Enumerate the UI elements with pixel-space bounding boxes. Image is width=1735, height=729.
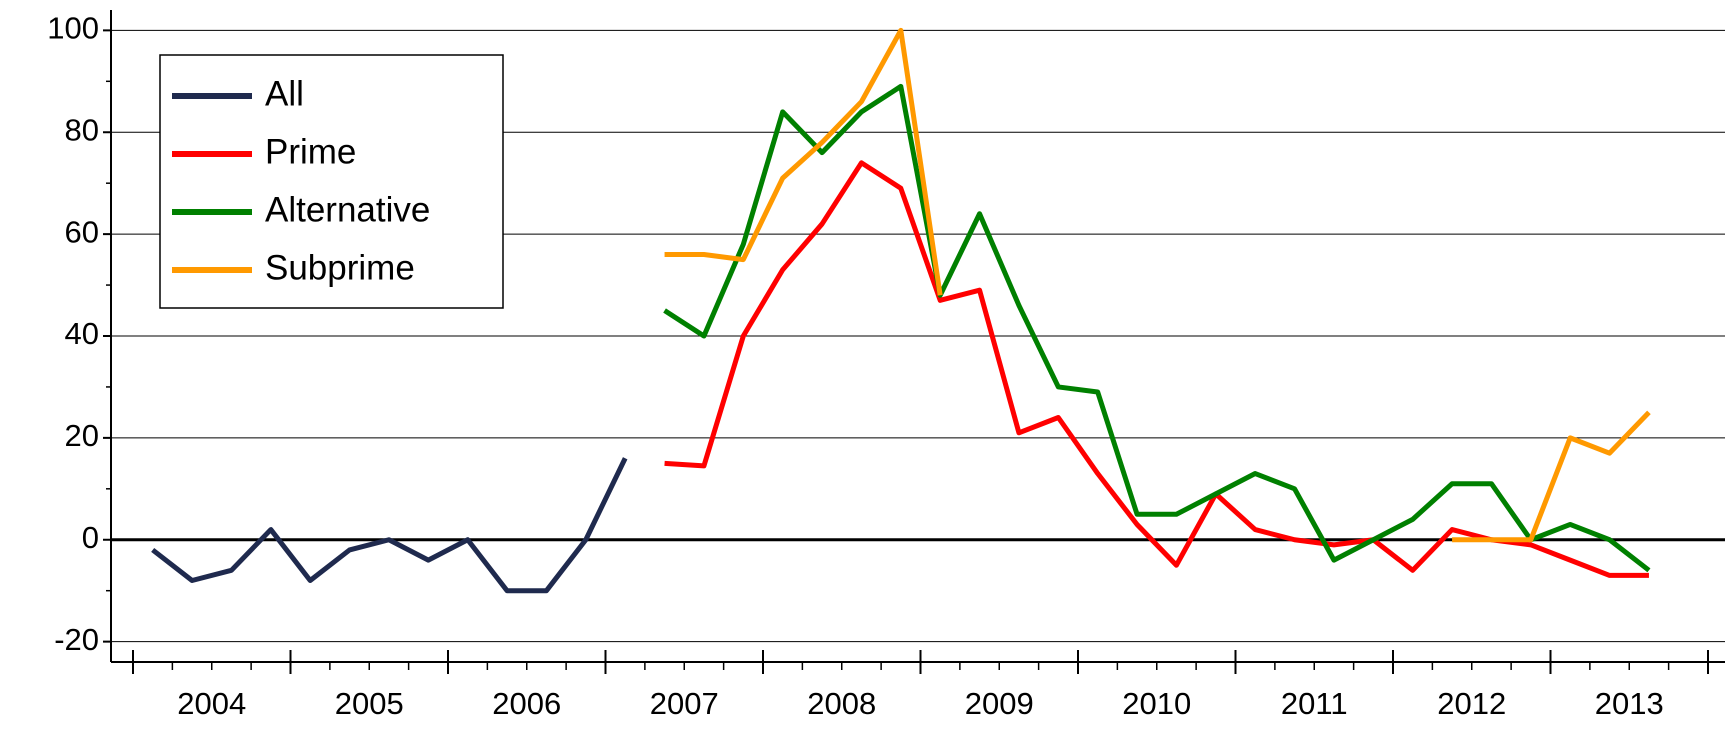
y-tick-label: 100 xyxy=(47,11,99,46)
legend-label: All xyxy=(265,74,304,113)
x-tick-label: 2008 xyxy=(807,686,876,721)
legend-label: Alternative xyxy=(265,190,430,229)
y-tick-label: 80 xyxy=(65,112,99,147)
series-line xyxy=(663,83,1651,573)
y-tick-label: 60 xyxy=(65,214,99,249)
series-line xyxy=(664,27,1651,543)
legend-label: Prime xyxy=(265,132,356,171)
y-tick-label: 0 xyxy=(82,520,99,555)
x-tick-label: 2005 xyxy=(335,686,404,721)
y-tick-label: 20 xyxy=(65,418,99,453)
x-tick-label: 2012 xyxy=(1437,686,1506,721)
y-tick-label: -20 xyxy=(54,622,99,657)
x-tick-label: 2004 xyxy=(177,686,246,721)
legend-label: Subprime xyxy=(265,248,415,287)
legend: All Prime Alternative Subprime xyxy=(159,54,504,309)
y-tick-label: 40 xyxy=(65,316,99,351)
series-line xyxy=(151,457,628,594)
x-tick-label: 2007 xyxy=(650,686,719,721)
x-tick-label: 2010 xyxy=(1122,686,1191,721)
x-tick-label: 2006 xyxy=(492,686,561,721)
x-tick-label: 2011 xyxy=(1281,686,1348,721)
x-tick-label: 2009 xyxy=(965,686,1034,721)
x-tick-label: 2013 xyxy=(1595,686,1664,721)
